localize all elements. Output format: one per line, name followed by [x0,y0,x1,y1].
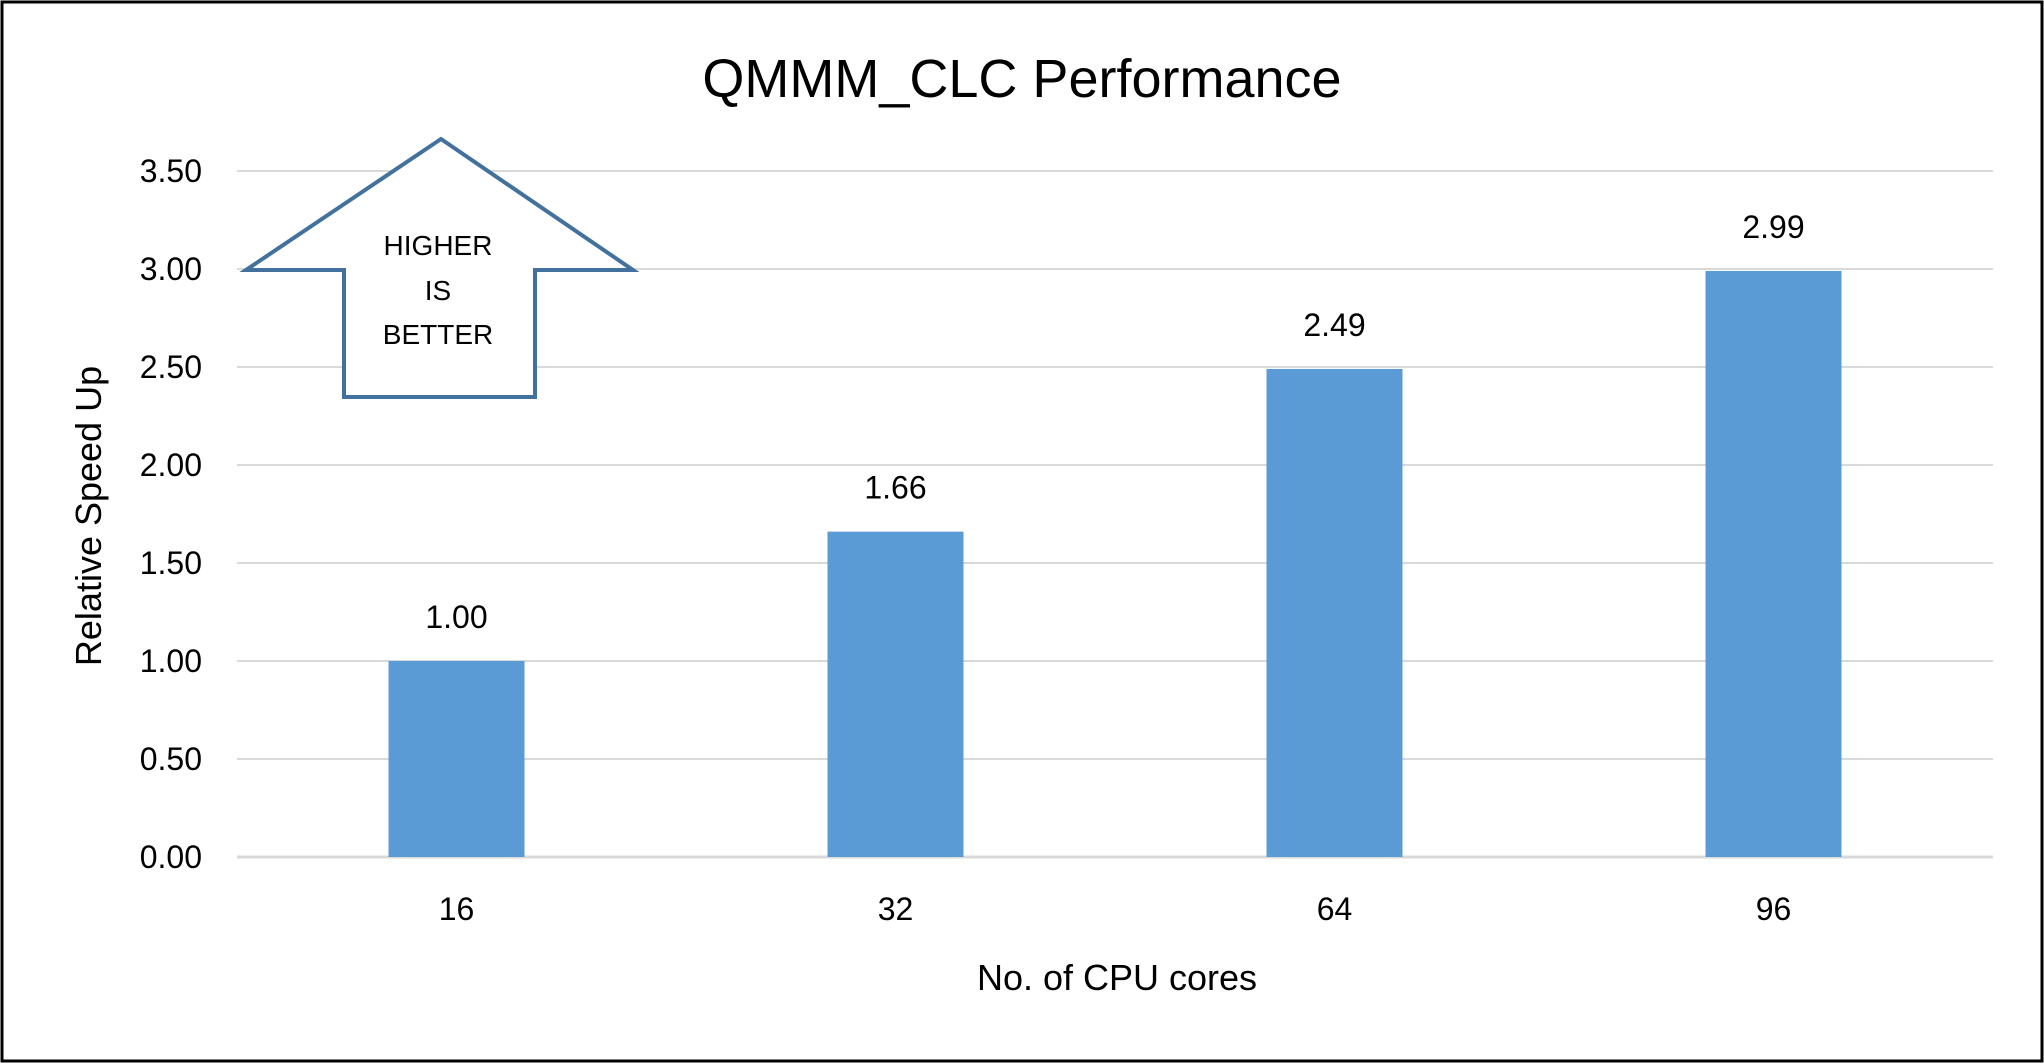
x-tick-label: 16 [439,891,475,927]
annotation-line-3: BETTER [383,319,493,350]
bars [388,270,1842,858]
y-axis-ticks: 0.00 0.50 1.00 1.50 2.00 2.50 3.00 3.50 [140,153,202,875]
data-labels: 1.00 1.66 2.49 2.99 [425,209,1804,635]
bar-96 [1705,270,1842,858]
data-label-32: 1.66 [864,470,926,506]
chart-title: QMMM_CLC Performance [702,49,1341,109]
bar-64 [1266,368,1403,857]
y-tick-label: 1.00 [140,643,202,679]
gridlines [237,170,1993,859]
y-tick-label: 3.50 [140,153,202,189]
data-label-16: 1.00 [425,599,487,635]
data-label-64: 2.49 [1303,307,1365,343]
y-tick-label: 0.50 [140,741,202,777]
up-arrow-icon [239,136,640,399]
x-tick-label: 64 [1317,891,1353,927]
x-tick-label: 96 [1756,891,1792,927]
annotation-line-2: IS [425,275,451,306]
x-axis-title: No. of CPU cores [977,957,1257,998]
y-tick-label: 2.00 [140,447,202,483]
higher-is-better-annotation: HIGHER IS BETTER [239,136,640,399]
y-tick-label: 1.50 [140,545,202,581]
x-tick-label: 32 [878,891,914,927]
data-label-96: 2.99 [1742,209,1804,245]
bar-32 [827,531,964,857]
y-tick-label: 2.50 [140,349,202,385]
y-axis-title: Relative Speed Up [68,366,109,666]
annotation-line-1: HIGHER [384,230,493,261]
x-axis-ticks: 16 32 64 96 [439,891,1792,927]
y-tick-label: 0.00 [140,839,202,875]
y-tick-label: 3.00 [140,251,202,287]
bar-16 [388,661,525,857]
